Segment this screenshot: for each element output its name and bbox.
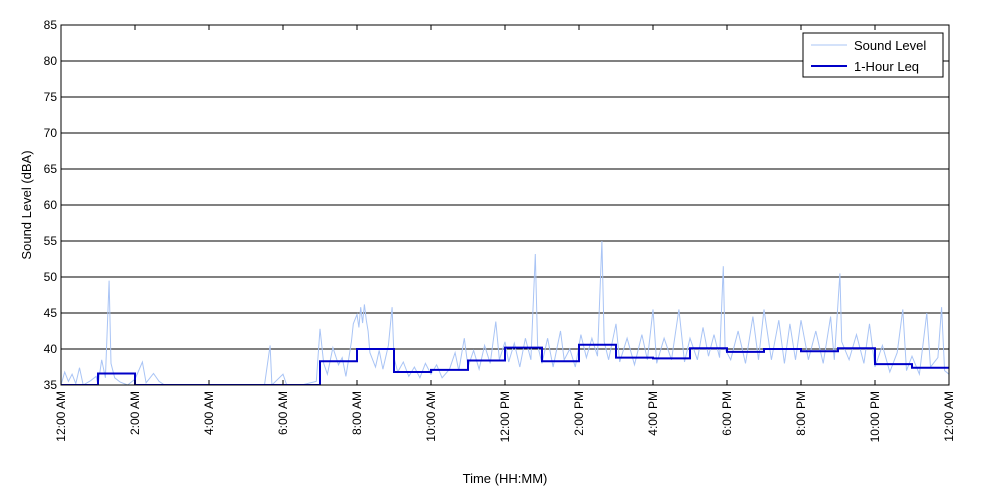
x-tick-label: 12:00 AM — [54, 391, 68, 442]
y-tick-label: 65 — [44, 162, 58, 176]
y-tick-label: 70 — [44, 126, 58, 140]
x-tick-label: 12:00 PM — [498, 391, 512, 442]
legend-label-1-hour-leq: 1-Hour Leq — [854, 59, 919, 74]
x-tick-label: 4:00 PM — [646, 391, 660, 436]
y-tick-label: 85 — [44, 18, 58, 32]
x-tick-label: 8:00 AM — [350, 391, 364, 435]
y-tick-label: 55 — [44, 234, 58, 248]
x-tick-label: 8:00 PM — [794, 391, 808, 436]
legend: Sound Level 1-Hour Leq — [802, 32, 944, 78]
x-axis-label: Time (HH:MM) — [463, 471, 548, 486]
series-1-hour-leq — [61, 343, 949, 385]
x-tick-label: 2:00 AM — [128, 391, 142, 435]
y-tick-label: 40 — [44, 342, 58, 356]
x-tick-label: 12:00 AM — [942, 391, 956, 442]
y-tick-label: 45 — [44, 306, 58, 320]
y-axis-label: Sound Level (dBA) — [19, 150, 34, 259]
y-tick-label: 35 — [44, 378, 58, 392]
y-tick-label: 60 — [44, 198, 58, 212]
x-tick-label: 6:00 PM — [720, 391, 734, 436]
x-tick-label: 10:00 PM — [868, 391, 882, 442]
y-tick-label: 75 — [44, 90, 58, 104]
y-tick-label: 80 — [44, 54, 58, 68]
x-tick-label: 6:00 AM — [276, 391, 290, 435]
legend-box — [802, 32, 944, 78]
data-layer — [61, 240, 949, 385]
legend-label-sound-level: Sound Level — [854, 38, 926, 53]
series-sound-level — [61, 240, 949, 385]
x-tick-label: 4:00 AM — [202, 391, 216, 435]
x-tick-label: 10:00 AM — [424, 391, 438, 442]
axis-ticks: 35 40 45 50 55 60 65 70 75 80 85 12:00 AM 2:00 AM 4:0… — [44, 18, 956, 442]
y-tick-label: 50 — [44, 270, 58, 284]
grid-lines — [61, 60, 949, 350]
x-tick-label: 2:00 PM — [572, 391, 586, 436]
